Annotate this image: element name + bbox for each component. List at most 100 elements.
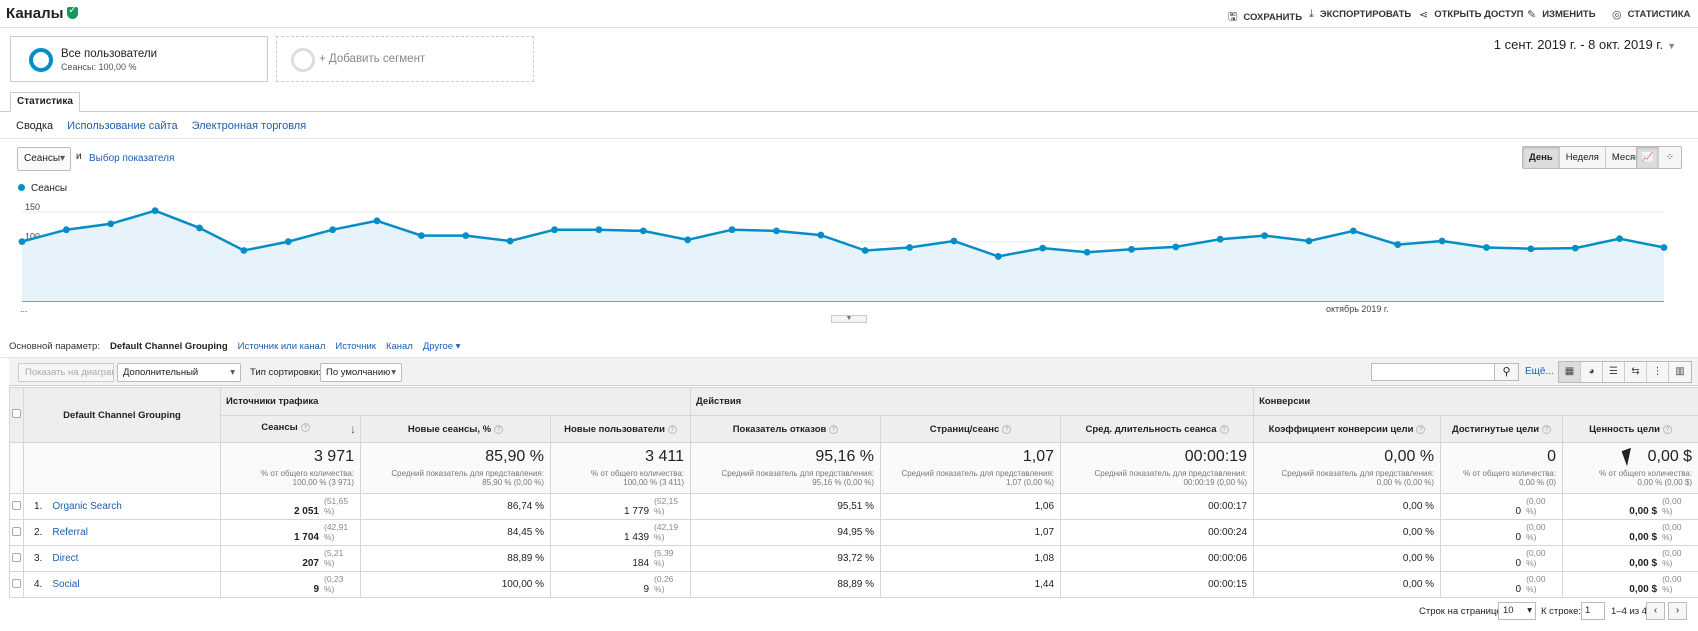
column-header-4[interactable]: Страниц/сеанс? (880, 415, 1062, 443)
motion-chart-icon[interactable]: ⁘ (1666, 152, 1674, 163)
help-icon[interactable]: ? (829, 424, 839, 434)
total-cell: 0,00 % Средний показатель для представлен… (1253, 442, 1442, 494)
data-point (1483, 244, 1490, 251)
toolbar-pencil-button[interactable]: ✎ ИЗМЕНИТЬ (1527, 8, 1596, 21)
total-value: 0,00 $ (1647, 448, 1693, 465)
select-all-checkbox[interactable] (12, 409, 21, 418)
row-channel-link[interactable]: Direct (52, 553, 79, 564)
toolbar-save-button[interactable]: 🖫 СОХРАНИТЬ (1228, 8, 1302, 27)
row-value: 00:00:17 (1208, 501, 1248, 512)
line-chart-icon[interactable]: 📈 (1637, 147, 1659, 168)
choose-metric-link[interactable]: Выбор показателя (89, 153, 175, 164)
download-icon: ⤓ (1309, 8, 1314, 20)
help-icon[interactable]: ? (1416, 424, 1426, 434)
show-on-chart-button[interactable]: Показать на диаграмм (18, 363, 114, 382)
column-header-6[interactable]: Коэффициент конверсии цели? (1253, 415, 1442, 443)
data-point (1305, 237, 1313, 245)
toolbar-insights-button[interactable]: ◎ СТАТИСТИКА (1612, 8, 1690, 21)
totals-blank (23, 442, 221, 494)
report-header: Каналы 🖫 СОХРАНИТЬ ⤓ ЭКСПОРТИРОВАТЬ ⋖ ОТКРЫТЬ… (0, 0, 1698, 28)
date-range-picker[interactable]: 1 сент. 2019 г. - 8 окт. 2019 г. ▼ (1494, 37, 1676, 52)
help-icon[interactable]: ? (1542, 424, 1552, 434)
goto-row-label: К строке: (1541, 606, 1582, 617)
row-value: 1 704 (293, 532, 319, 543)
column-header-5[interactable]: Сред. длительность сеанса? (1060, 415, 1255, 443)
help-icon[interactable]: ? (494, 424, 504, 434)
tab-statistics[interactable]: Статистика (10, 92, 80, 112)
period-day-button[interactable]: День (1523, 147, 1560, 168)
subnav-ecommerce[interactable]: Электронная торговля (191, 120, 307, 132)
row-value: 0 (1515, 532, 1522, 543)
help-icon[interactable]: ? (667, 424, 677, 434)
group-traffic: Источники трафика (219, 387, 692, 416)
pie-view-icon[interactable]: ◕ (1581, 362, 1603, 382)
row-value: 9 (643, 584, 650, 595)
dimension-medium[interactable]: Канал (385, 341, 413, 352)
dimension-source-medium[interactable]: Источник или канал (237, 341, 326, 352)
data-point (196, 224, 203, 232)
comparison-view-icon[interactable]: ⇆ (1625, 362, 1647, 382)
add-segment-button[interactable]: + Добавить сегмент (276, 36, 534, 82)
prev-page-icon[interactable]: ‹ (1646, 602, 1665, 620)
row-percent: (51,65 %) (324, 496, 349, 516)
row-index: 1. (34, 501, 43, 512)
toolbar-share-button[interactable]: ⋖ ОТКРЫТЬ ДОСТУП (1419, 8, 1523, 21)
row-checkbox[interactable] (12, 526, 21, 536)
column-header-7[interactable]: Достигнутые цели? (1440, 415, 1564, 443)
total-value: 00:00:19 (1184, 448, 1248, 465)
subnav-summary[interactable]: Сводка (16, 120, 54, 132)
period-month-button[interactable]: Месяц (1611, 152, 1641, 163)
goto-row-input[interactable]: 1 (1581, 602, 1605, 620)
secondary-dimension-select[interactable]: Дополнительный параметр (117, 363, 241, 395)
table-view-icon[interactable]: ▦ (1559, 362, 1581, 382)
search-icon[interactable]: ⚲ (1494, 363, 1519, 381)
row-checkbox[interactable] (12, 500, 21, 510)
column-header-8[interactable]: Ценность цели? (1562, 415, 1698, 443)
rows-per-page-select[interactable]: 10 (1498, 602, 1536, 620)
row-channel-link[interactable]: Social (52, 579, 80, 590)
x-axis-label: ... (20, 304, 28, 314)
column-header-1[interactable]: Новые сеансы, %? (360, 415, 551, 443)
row-cell-goals: 0 (0,00 %) (1440, 519, 1564, 546)
row-index: 3. (34, 553, 43, 564)
row-channel-link[interactable]: Referral (52, 527, 88, 538)
sort-type-select[interactable]: По умолчанию (320, 363, 402, 382)
term-cloud-icon[interactable]: ⋮ (1647, 362, 1669, 382)
row-checkbox[interactable] (12, 578, 21, 588)
row-value: 2 051 (293, 506, 319, 517)
data-point (861, 247, 869, 254)
dimension-source[interactable]: Источник (335, 341, 376, 352)
total-value: 0,00 % (1384, 448, 1435, 465)
help-icon[interactable]: ? (1002, 424, 1012, 434)
metric-select[interactable]: Сеансы (17, 147, 71, 171)
dimension-other[interactable]: Другое ▾ (422, 341, 461, 352)
row-cell-pps: 1,44 (880, 571, 1062, 598)
advanced-link[interactable]: Ещё... (1525, 366, 1554, 377)
row-channel-link[interactable]: Organic Search (52, 501, 122, 512)
column-header-0[interactable]: Сеансы? ↓ (220, 415, 361, 443)
row-percent: (0,00 %) (1526, 574, 1546, 594)
help-icon[interactable]: ? (1219, 424, 1229, 434)
row-cell-conv: 0,00 % (1253, 545, 1442, 572)
series-line (21, 209, 1665, 258)
dimension-header[interactable]: Default Channel Grouping (23, 387, 221, 443)
help-icon[interactable]: ? (300, 423, 310, 432)
segment-all-users[interactable]: Все пользователи Сеансы: 100,00 % (10, 36, 268, 82)
help-icon[interactable]: ? (1663, 424, 1673, 434)
column-header-label: Коэффициент конверсии цели (1268, 423, 1414, 435)
performance-view-icon[interactable]: ☰ (1603, 362, 1625, 382)
expand-chart-handle[interactable]: ▼ (831, 315, 867, 323)
period-week-button[interactable]: Неделя (1560, 147, 1606, 168)
next-page-icon[interactable]: › (1668, 602, 1687, 620)
row-cell-bounce: 88,89 % (690, 571, 882, 598)
group-conversions: Конверсии (1253, 387, 1698, 416)
column-header-2[interactable]: Новые пользователи? (549, 415, 692, 443)
column-header-3[interactable]: Показатель отказов? (690, 415, 882, 443)
sort-arrow-icon[interactable]: ↓ (350, 422, 356, 436)
subnav-site-usage[interactable]: Использование сайта (67, 120, 178, 132)
data-point (950, 237, 958, 245)
row-checkbox[interactable] (12, 552, 21, 562)
toolbar-download-button[interactable]: ⤓ ЭКСПОРТИРОВАТЬ (1309, 8, 1411, 21)
pivot-view-icon[interactable]: ▥ (1675, 366, 1685, 377)
select-all-cell (9, 387, 24, 443)
